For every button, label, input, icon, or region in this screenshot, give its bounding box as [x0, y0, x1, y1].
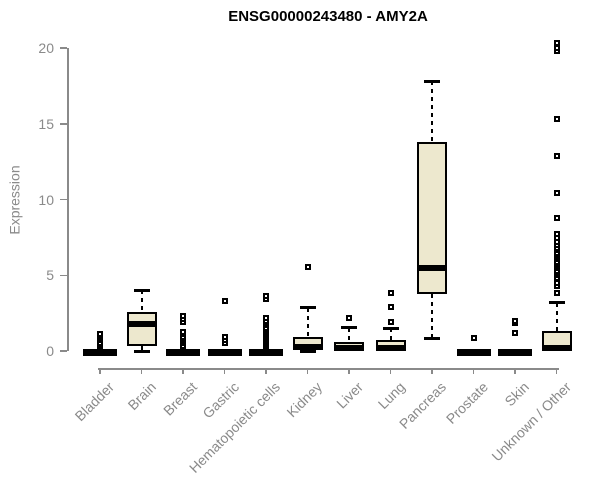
- outlier-point-prostate: [470, 335, 477, 342]
- upper-whisker-kidney: [306, 307, 309, 337]
- upper-whisker-pancreas: [431, 81, 433, 142]
- outlier-point-liver: [346, 314, 352, 321]
- outlier-point-bladder: [97, 330, 103, 337]
- outlier-point-unknown-other: [553, 231, 560, 238]
- outlier-point-unknown-other: [553, 40, 560, 47]
- outlier-point-lung: [387, 304, 394, 311]
- box-breast: [166, 349, 200, 356]
- outlier-point-hematopoietic-cells: [263, 314, 269, 321]
- lower-whisker-cap-brain: [133, 349, 150, 353]
- median-liver: [336, 345, 362, 351]
- upper-whisker-liver: [348, 327, 350, 342]
- y-tick-label: 10: [38, 191, 54, 208]
- x-axis-tick: [182, 368, 184, 374]
- x-axis-tick: [389, 368, 392, 374]
- box-pancreas: [417, 141, 447, 295]
- x-axis-tick: [140, 368, 143, 374]
- x-axis-tick: [223, 368, 226, 374]
- upper-whisker-cap-pancreas: [424, 79, 440, 83]
- y-tick-label: 5: [46, 267, 54, 284]
- x-axis-tick: [555, 368, 558, 374]
- upper-whisker-unknown-other: [555, 302, 558, 332]
- chart-title: ENSG00000243480 - AMY2A: [228, 8, 428, 25]
- x-axis-line: [98, 368, 559, 370]
- x-axis-tick: [306, 368, 309, 374]
- median-pancreas: [419, 264, 445, 271]
- outlier-point-kidney: [304, 263, 311, 270]
- y-axis-tick: [60, 123, 67, 125]
- x-axis-tick: [265, 368, 267, 374]
- upper-whisker-brain: [140, 290, 143, 313]
- box-gastric: [207, 349, 242, 356]
- lower-whisker-cap-kidney: [299, 349, 316, 353]
- lower-whisker-brain: [140, 346, 143, 351]
- outlier-point-unknown-other: [553, 290, 560, 297]
- x-axis-tick: [514, 368, 516, 374]
- median-unknown-other: [543, 345, 570, 351]
- x-axis-tick: [348, 368, 350, 374]
- upper-whisker-cap-lung: [382, 326, 399, 330]
- y-axis-tick: [60, 47, 67, 49]
- outlier-point-unknown-other: [553, 214, 560, 221]
- median-brain: [128, 320, 155, 327]
- upper-whisker-lung: [389, 328, 392, 341]
- upper-whisker-cap-kidney: [299, 306, 316, 310]
- x-axis-tick: [99, 368, 101, 374]
- y-axis-tick: [60, 274, 67, 276]
- median-lung: [377, 345, 404, 351]
- box-skin: [498, 349, 532, 356]
- outlier-point-breast: [180, 313, 186, 320]
- outlier-point-skin: [512, 317, 518, 324]
- y-axis-tick: [60, 350, 67, 352]
- y-axis-tick: [60, 198, 67, 201]
- lower-whisker-cap-pancreas: [424, 336, 440, 340]
- y-tick-label: 20: [38, 40, 54, 56]
- outlier-point-lung: [387, 319, 394, 326]
- y-tick-label: 15: [38, 115, 54, 132]
- y-tick-label: 0: [46, 343, 54, 359]
- box-hematopoietic-cells: [249, 349, 283, 356]
- outlier-point-unknown-other: [553, 190, 560, 197]
- upper-whisker-cap-unknown-other: [548, 301, 565, 305]
- box-bladder: [83, 349, 117, 356]
- lower-whisker-pancreas: [431, 294, 433, 339]
- outlier-point-skin: [512, 329, 518, 336]
- outlier-point-lung: [387, 290, 394, 297]
- x-axis-tick: [431, 368, 433, 374]
- outlier-point-gastric: [221, 333, 228, 340]
- outlier-point-unknown-other: [553, 152, 560, 159]
- upper-whisker-cap-brain: [133, 288, 150, 292]
- box-brain: [126, 312, 157, 347]
- outlier-point-gastric: [221, 298, 228, 304]
- x-axis-tick: [472, 368, 475, 374]
- outlier-point-unknown-other: [553, 116, 560, 123]
- median-kidney: [294, 344, 321, 351]
- upper-whisker-cap-liver: [341, 326, 357, 330]
- y-axis-line: [67, 48, 69, 351]
- box-prostate: [456, 349, 491, 356]
- outlier-point-breast: [180, 329, 186, 336]
- outlier-point-hematopoietic-cells: [263, 293, 269, 300]
